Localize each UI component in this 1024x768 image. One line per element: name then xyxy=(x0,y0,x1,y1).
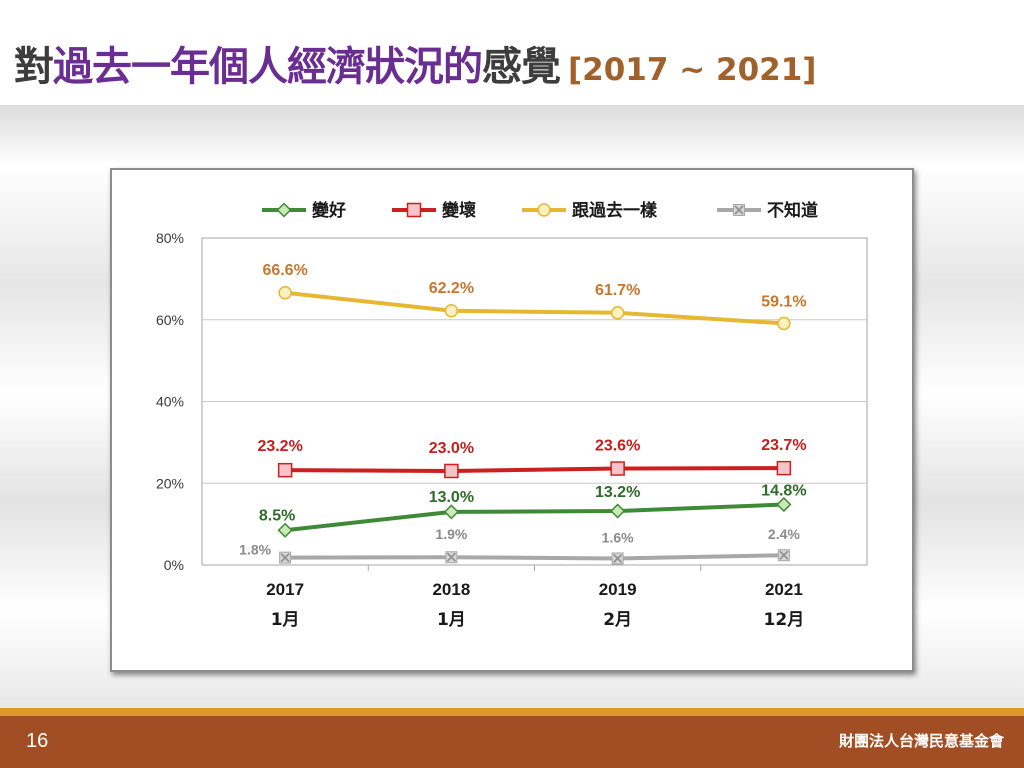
data-point-marker-cross xyxy=(446,552,456,562)
slide-title: 對過去一年個人經濟狀況的感覺 [2017 ~ 2021] xyxy=(14,34,816,92)
data-point-marker xyxy=(444,463,459,479)
legend-layer: 變好 變壞 跟過去一樣 不知道 xyxy=(262,200,818,221)
series-line xyxy=(285,466,784,473)
data-label: 1.6% xyxy=(602,529,634,545)
data-point-marker xyxy=(777,316,791,331)
data-label: 2.4% xyxy=(768,526,800,542)
data-point-marker xyxy=(537,203,551,217)
x-tick-label-year: 2021 xyxy=(765,580,803,599)
data-label: 23.2% xyxy=(257,438,302,455)
data-point-marker xyxy=(276,202,292,218)
data-point-marker xyxy=(610,461,625,476)
chart-frame: 0% 20% 40% 60% 80% 2017 1月 2018 1月 2019 2月 2021 12月 … xyxy=(110,168,914,672)
x-tick-label-month: 2月 xyxy=(603,610,632,630)
legend-label: 變壞 xyxy=(442,200,476,221)
data-label: 62.2% xyxy=(429,280,474,297)
x-tick-label-month: 1月 xyxy=(437,610,466,630)
data-label: 66.6% xyxy=(262,262,307,279)
grid-layer xyxy=(201,237,868,566)
y-tick-label: 80% xyxy=(156,230,184,246)
data-point-marker-cross xyxy=(280,553,290,563)
data-label: 8.5% xyxy=(259,507,295,524)
title-part-1: 對 xyxy=(14,44,54,90)
data-point-marker xyxy=(444,304,459,318)
title-part-2: 過去一年個人經濟狀況的 xyxy=(53,44,483,90)
legend-label: 不知道 xyxy=(767,200,818,221)
data-point-marker xyxy=(443,504,459,520)
data-label: 13.0% xyxy=(429,489,474,506)
data-label: 14.8% xyxy=(761,483,806,500)
legend-label: 變好 xyxy=(312,200,346,221)
footer-accent-strip xyxy=(0,708,1024,716)
series-line xyxy=(284,502,784,533)
data-label: 23.0% xyxy=(429,440,474,457)
data-label: 1.9% xyxy=(435,526,467,542)
data-point-marker-cross xyxy=(734,205,744,215)
data-point-marker xyxy=(610,503,626,519)
data-label: 23.6% xyxy=(595,438,640,455)
title-part-3: 感覺 xyxy=(482,44,561,90)
data-point-marker xyxy=(610,306,625,320)
axis-layer: 0% 20% 40% 60% 80% 2017 1月 2018 1月 2019 2月 2021 12月 xyxy=(156,230,804,630)
y-tick-label: 60% xyxy=(156,312,184,328)
data-point-marker xyxy=(776,496,792,513)
series-line xyxy=(285,553,784,561)
data-point-marker xyxy=(278,286,292,300)
line-chart: 0%20%40%60%80%20171月20181月20192月202112月 … xyxy=(156,200,868,630)
data-point-marker xyxy=(776,460,792,476)
data-label: 13.2% xyxy=(595,484,640,501)
y-tick-label: 20% xyxy=(156,475,184,491)
series-layer xyxy=(277,286,792,565)
data-point-marker xyxy=(277,522,293,538)
data-label: 59.1% xyxy=(761,293,806,310)
x-tick-label-year: 2018 xyxy=(432,580,470,599)
page-number: 16 xyxy=(26,730,49,752)
label-layer: 8.5% 13.0% 13.2% 14.8% 23.2% 23.0% 23.6% 23.7% 6… xyxy=(239,262,806,558)
data-label: 61.7% xyxy=(595,282,640,299)
x-tick-label-year: 2017 xyxy=(266,580,304,599)
title-period: [2017 ~ 2021] xyxy=(568,52,817,88)
data-point-marker-cross xyxy=(779,550,789,560)
footer-bar: 16 財團法人台灣民意基金會 xyxy=(0,716,1024,768)
data-point-marker-cross xyxy=(613,553,623,564)
legend-label: 跟過去一樣 xyxy=(572,200,658,221)
data-point-marker xyxy=(406,202,422,218)
series-line xyxy=(284,290,785,326)
x-tick-label-year: 2019 xyxy=(599,580,637,599)
data-label: 23.7% xyxy=(761,437,806,454)
data-label: 1.8% xyxy=(239,542,271,558)
organization-name: 財團法人台灣民意基金會 xyxy=(838,732,1004,750)
y-tick-label: 40% xyxy=(156,394,184,410)
x-tick-label-month: 1月 xyxy=(271,610,300,630)
x-tick-label-month: 12月 xyxy=(764,610,805,630)
title-bar: 對過去一年個人經濟狀況的感覺 [2017 ~ 2021] xyxy=(0,0,1024,105)
data-point-marker xyxy=(277,462,293,478)
y-tick-label: 0% xyxy=(164,557,184,573)
